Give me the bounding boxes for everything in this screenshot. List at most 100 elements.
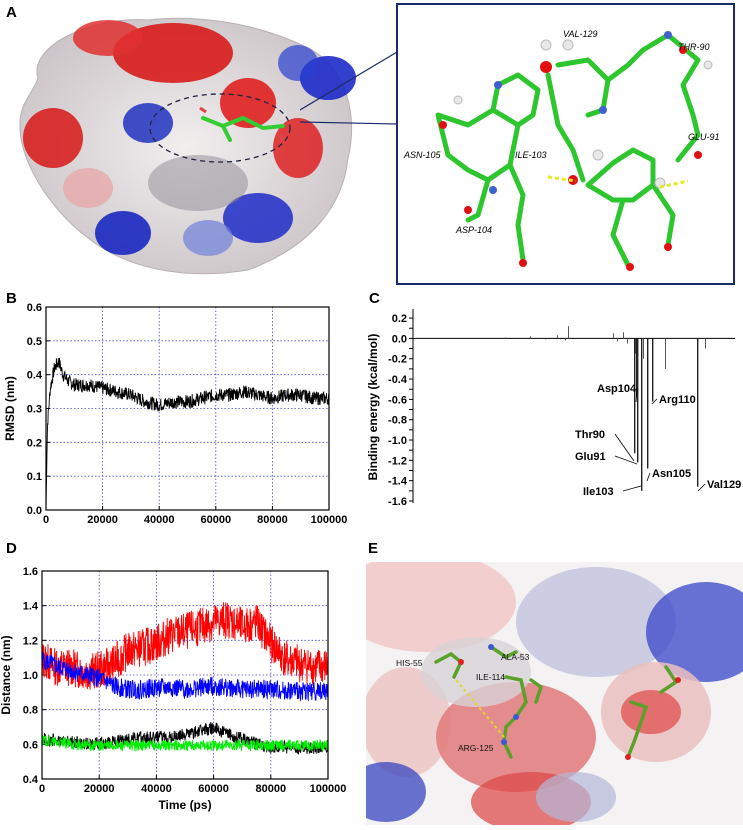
y-tick-label: 1.6 (23, 566, 38, 578)
x-tick-label: 0 (43, 514, 49, 526)
bar-glu91 (637, 338, 639, 463)
bar-annotation: Arg110 (659, 394, 696, 406)
rmsd-chart: 0 20000 40000 60000 80000 100000 0.0 0.1 0.2 0.3 0… (3, 302, 348, 530)
annotation-arrow (651, 398, 658, 405)
y-tick-label: 0.2 (27, 437, 42, 449)
bar-annotation: Asn105 (652, 468, 691, 480)
zoom-inset-box: VAL-129 THR-90 GLU-91 ASN-105 ILE-103 AS… (396, 3, 735, 285)
bar-asp104 (636, 338, 638, 398)
y-tick-label: 0.6 (27, 302, 42, 314)
series-line-green (41, 734, 329, 752)
y-tick-label: 0.4 (27, 370, 43, 382)
minor-bar (665, 338, 666, 369)
y-tick-label: 0.5 (27, 336, 42, 348)
minor-bar (530, 336, 531, 339)
panel-letter-d: D (6, 540, 17, 557)
x-tick-label: 100000 (310, 783, 347, 795)
panel-letter-c: C (369, 290, 380, 307)
residue-label-a: ILE-103 (515, 150, 547, 160)
bar-annotation: Asp104 (597, 383, 637, 395)
annotation-arrow (635, 387, 638, 403)
minor-bar (568, 326, 569, 339)
x-tick-label: 100000 (311, 514, 348, 526)
y-tick-label: -0.8 (388, 415, 407, 427)
minor-bar (617, 338, 618, 342)
minor-bar (505, 337, 506, 339)
x-tick-label: 20000 (84, 783, 115, 795)
residue-label-e: ILE-114 (476, 672, 505, 682)
y-tick-label: 0.4 (23, 774, 39, 786)
bar-arg110 (652, 338, 654, 402)
y-tick-label: -0.6 (388, 394, 407, 406)
residue-label-a: ASN-105 (403, 150, 442, 160)
y-tick-label: 1.4 (23, 601, 39, 613)
residue-label-e: HIS-55 (396, 658, 423, 668)
y-tick-label: -1.2 (388, 455, 407, 467)
y-tick-label: 0.8 (23, 705, 38, 717)
panel-letter-a: A (6, 4, 17, 21)
residue-label-a: GLU-91 (688, 132, 720, 142)
x-axis-label: Time (ps) (161, 529, 214, 530)
residue-label-a: THR-90 (678, 42, 710, 52)
y-tick-label: 0.6 (23, 739, 38, 751)
x-tick-label: 40000 (144, 514, 175, 526)
y-tick-label: 0.3 (27, 404, 42, 416)
y-tick-label: 1.0 (23, 670, 38, 682)
series-line-blue (41, 651, 329, 702)
series-line-black (45, 357, 330, 511)
y-tick-label: -1.4 (388, 476, 408, 488)
annotation-arrow (614, 433, 635, 462)
y-tick-label: 0.0 (27, 505, 42, 517)
y-tick-label: 0.0 (392, 333, 407, 345)
distance-chart: 0 20000 40000 60000 80000 100000 0.4 0.6 0.8 1.0 1… (0, 566, 347, 812)
y-tick-label: -0.4 (388, 374, 408, 386)
plot-frame (45, 306, 330, 511)
y-tick-label: -0.2 (388, 354, 407, 366)
bar-annotation: Ile103 (583, 486, 614, 498)
residue-label-e: ARG-125 (458, 743, 494, 753)
y-axis-label: RMSD (nm) (3, 376, 17, 441)
y-tick-label: 1.2 (23, 635, 38, 647)
y-tick-label: 0.1 (27, 471, 42, 483)
plot-frame (41, 570, 329, 780)
series-line-red (41, 602, 329, 690)
minor-bar (565, 338, 566, 341)
x-tick-label: 0 (39, 783, 45, 795)
minor-bar (613, 333, 614, 339)
minor-bar (643, 338, 644, 359)
y-axis-label: Distance (nm) (0, 635, 13, 714)
bar-annotation: Thr90 (575, 429, 605, 441)
minor-bar (623, 332, 624, 339)
annotation-arrow (697, 483, 706, 492)
annotation-arrow (646, 472, 651, 482)
x-tick-label: 60000 (201, 514, 232, 526)
x-tick-label: 20000 (87, 514, 118, 526)
bar-ile103 (641, 338, 643, 491)
y-axis-label: Binding energy (kcal/mol) (366, 334, 380, 481)
annotation-arrow (614, 455, 638, 465)
minor-bar (557, 335, 558, 339)
panel-letter-b: B (6, 290, 17, 307)
panel-letter-e: E (368, 540, 379, 557)
minor-bar (705, 338, 706, 349)
binding-energy-chart: 0.2 0.0 -0.2 -0.4 -0.6 -0.8 -1.0 -1.2 -1.4 -1.6 Bi… (366, 309, 741, 508)
bar-thr90 (634, 338, 636, 454)
bar-val129 (697, 338, 699, 487)
y-tick-label: -1.6 (388, 496, 407, 508)
bar-asn105 (647, 338, 649, 469)
bar-annotation: Val129 (707, 479, 741, 491)
protein-surface-image-e: HIS-55 ALA-53 ILE-114 ARG-125 (336, 552, 743, 830)
x-tick-label: 60000 (198, 783, 229, 795)
x-tick-label: 40000 (141, 783, 172, 795)
x-tick-label: 80000 (257, 514, 288, 526)
residue-label-a: ASP-104 (455, 225, 492, 235)
y-tick-label: 0.2 (392, 313, 407, 325)
minor-bar (627, 338, 628, 344)
x-tick-label: 80000 (256, 783, 287, 795)
minor-bar (635, 338, 636, 354)
residue-label-a: VAL-129 (563, 29, 598, 39)
protein-surface-image-a (8, 8, 368, 278)
zoom-connector-lines (300, 51, 398, 125)
y-tick-label: -1.0 (388, 435, 407, 447)
minor-bar (545, 338, 546, 340)
